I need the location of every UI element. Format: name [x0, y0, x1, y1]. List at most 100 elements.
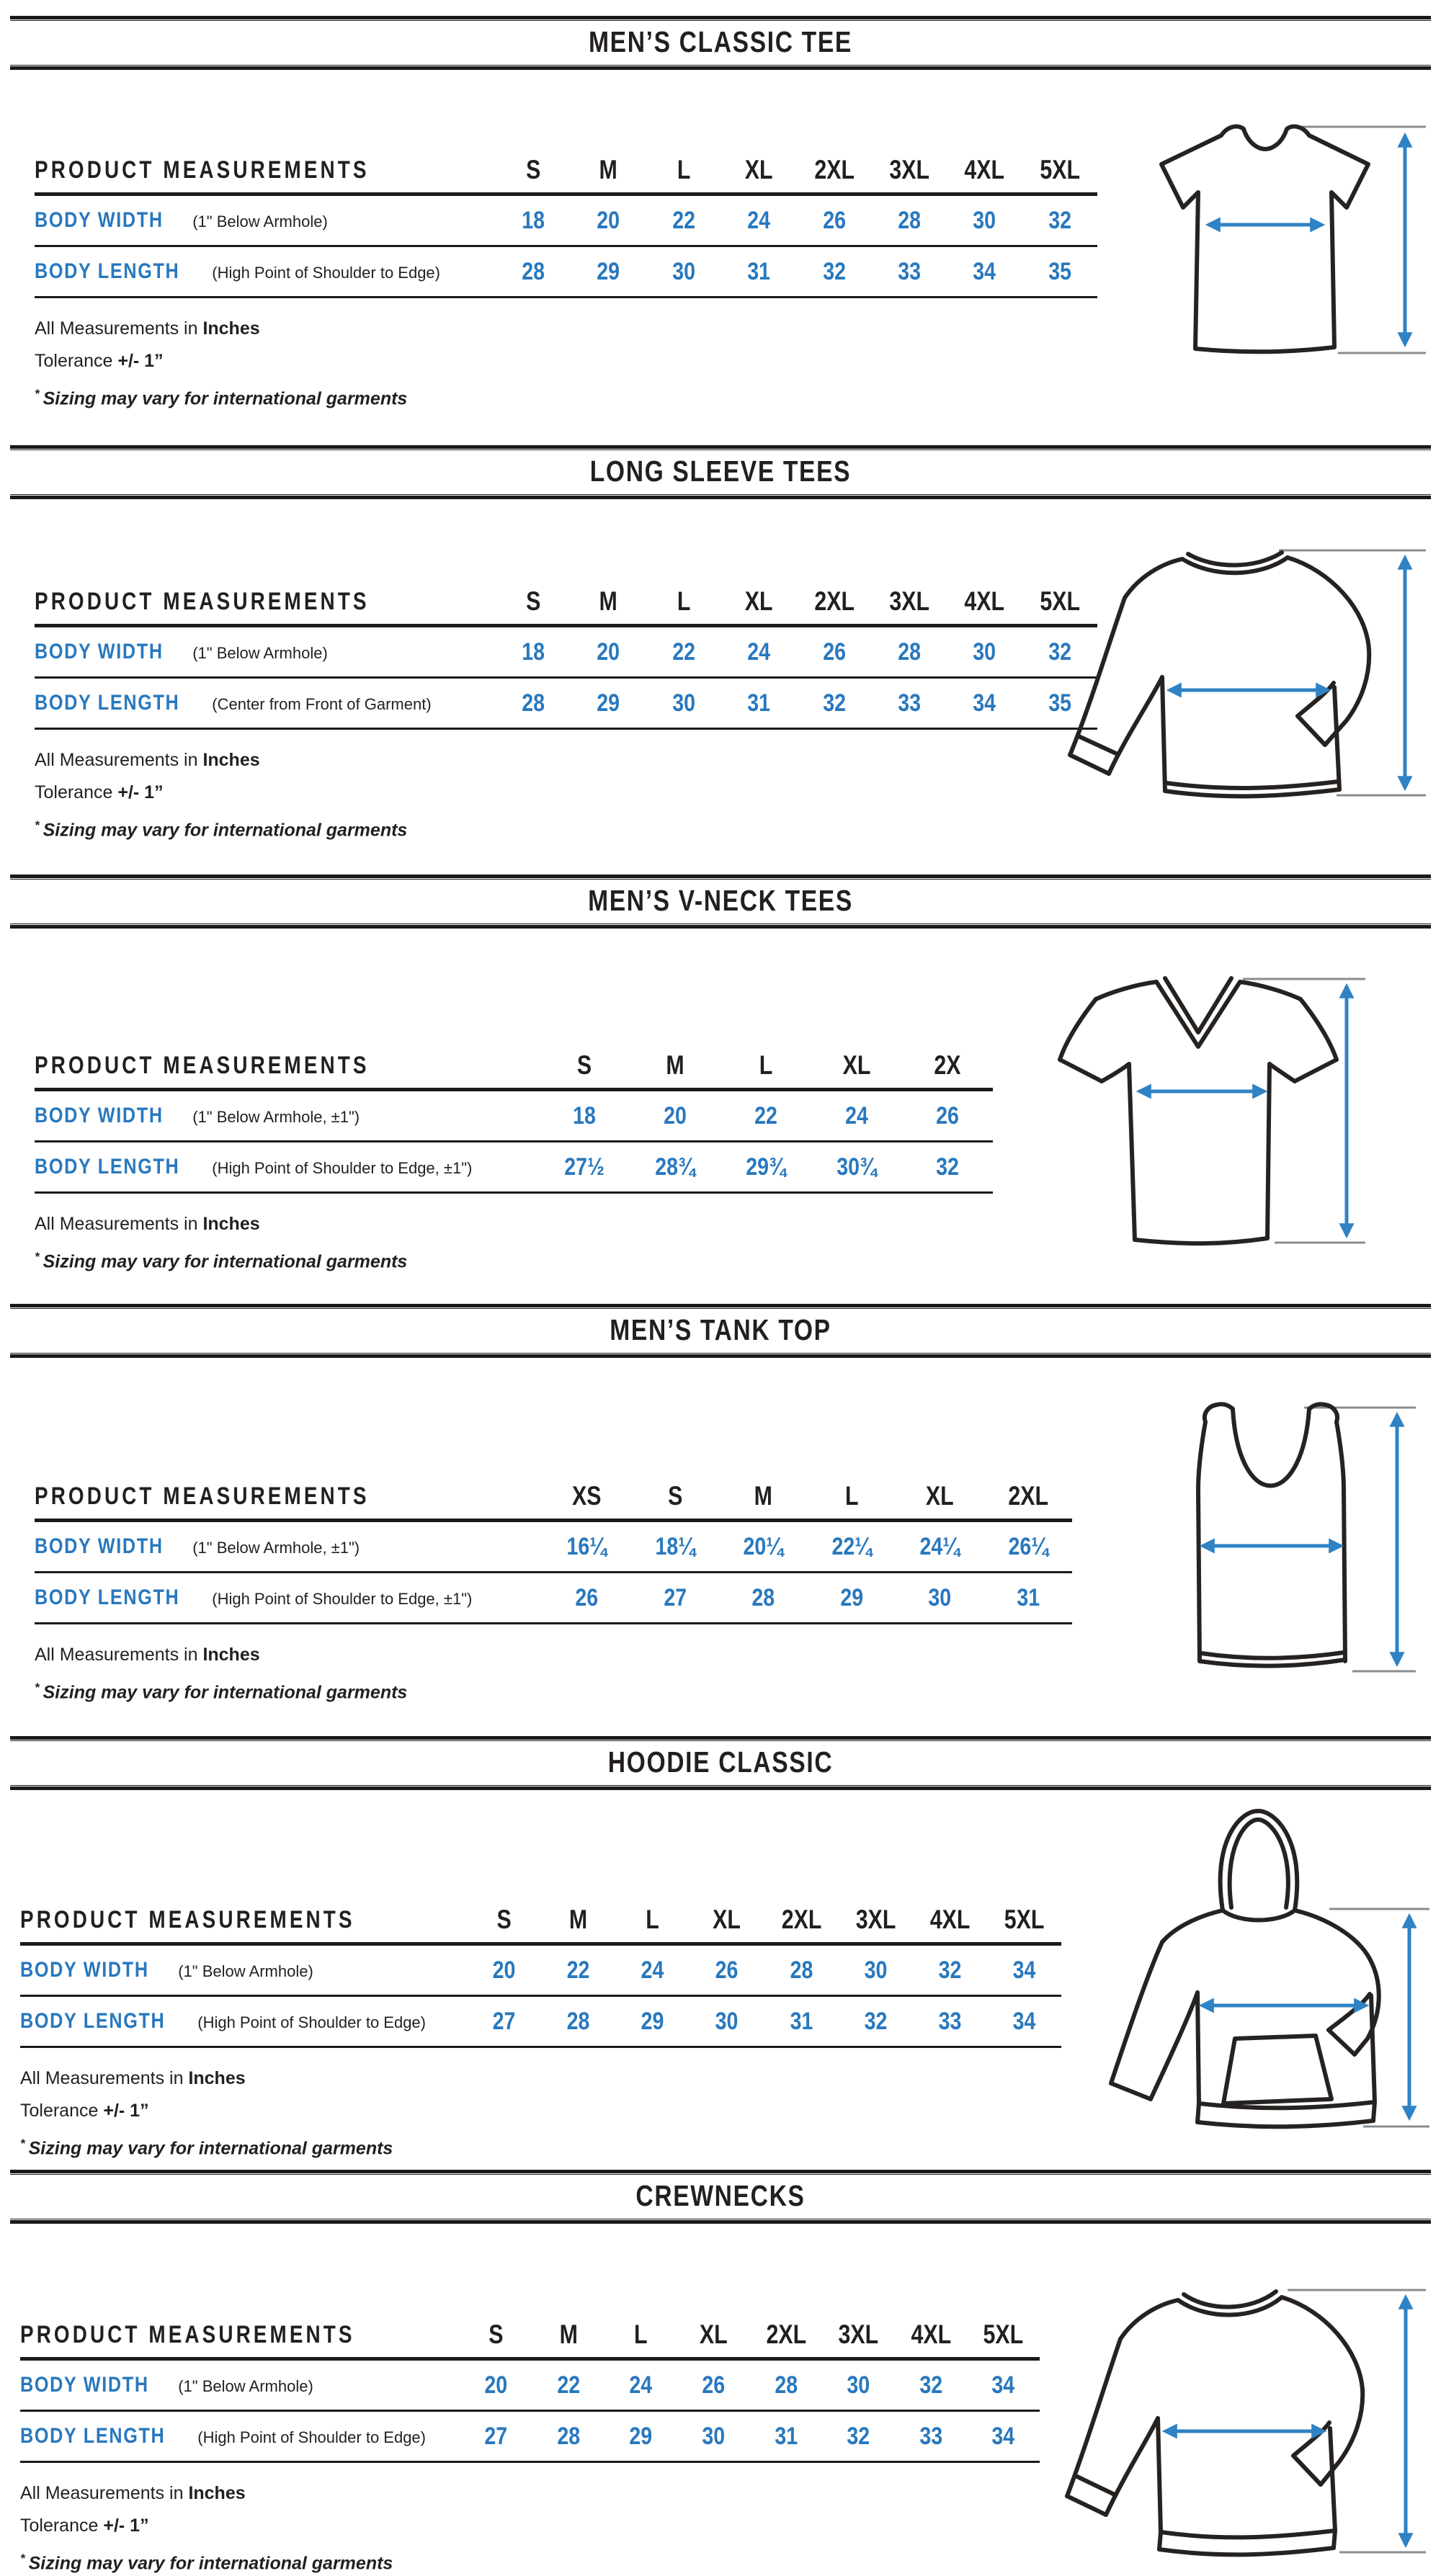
measurement-value: 30: [973, 206, 996, 234]
table-row: BODY WIDTH (1" Below Armhole) 18 20 22 24 26…: [35, 196, 1097, 245]
divider: [10, 16, 1431, 21]
size-column-header: L: [759, 1050, 773, 1080]
measurement-value: 26: [822, 206, 846, 234]
table-header-row: PRODUCT MEASUREMENTS XS S M L XL 2XL: [35, 1474, 1072, 1519]
divider: [35, 1140, 993, 1142]
note-measurements: All Measurements in Inches: [35, 318, 260, 339]
measurement-value: 32: [938, 1956, 962, 1984]
note-sizing: * Sizing may vary for international garme…: [20, 2137, 393, 2159]
size-column-header: 2XL: [813, 155, 855, 184]
measurement-value: 26: [822, 638, 846, 666]
divider: [20, 1942, 1061, 1946]
size-column-header: XL: [744, 586, 773, 616]
measurements-table: PRODUCT MEASUREMENTS S M L XL 2XL 3XL 4XL 5XL B…: [20, 2312, 1040, 2576]
divider: [20, 2461, 1040, 2463]
measurement-value: 28: [522, 257, 545, 285]
size-column-header: M: [666, 1050, 684, 1080]
measurement-value: 28: [751, 1583, 775, 1611]
classic-tee-illustration: [1113, 115, 1430, 375]
measurement-value: 28: [898, 206, 921, 234]
measurement-value: 29: [597, 689, 620, 717]
size-column-header: M: [599, 155, 618, 184]
value-cells: 28 29 30 31 32 33 34 35: [496, 258, 1097, 286]
measurement-value: 27: [492, 2007, 516, 2035]
table-row: BODY WIDTH (1" Below Armhole) 18 20 22 24 26…: [35, 627, 1097, 676]
value-cells: 20 22 24 26 28 30 32 34: [460, 2371, 1040, 2400]
note-sizing: * Sizing may vary for international garme…: [35, 387, 408, 409]
note-tolerance: Tolerance +/- 1”: [35, 782, 164, 802]
measurement-value: 24: [845, 1101, 868, 1130]
row-sublabel: (1" Below Armhole): [178, 1962, 313, 1980]
crewneck-outline: [1065, 2289, 1365, 2557]
value-cells: 18 20 22 24 26 28 30 32: [496, 638, 1097, 666]
divider: [10, 875, 1431, 880]
measurement-value: 26: [702, 2371, 726, 2399]
measurement-value: 35: [1048, 689, 1071, 717]
table-header-row: PRODUCT MEASUREMENTS S M L XL 2XL 3XL 4XL 5XL: [35, 579, 1097, 624]
measurement-value: 28: [790, 1956, 813, 1984]
section-title: MEN’S CLASSIC TEE: [588, 25, 852, 58]
measurement-value: 34: [973, 257, 996, 285]
value-cells: 27½ 28¾ 29¾ 30¾ 32: [539, 1153, 993, 1181]
title-band: HOODIE CLASSIC: [0, 1720, 1441, 1790]
notes: All Measurements in Inches Tolerance +/-…: [20, 2070, 1061, 2157]
size-column-header: XL: [925, 1481, 954, 1511]
row-sublabel: (1" Below Armhole): [178, 2377, 313, 2395]
size-column-header: 2X: [934, 1050, 961, 1080]
row-sublabel: (High Point of Shoulder to Edge, ±1"): [212, 1590, 473, 1608]
measurement-value: 20: [484, 2371, 508, 2399]
measurement-value: 22: [557, 2371, 580, 2399]
measurement-value: 28: [566, 2007, 590, 2035]
note-measurements: All Measurements in Inches: [20, 2068, 246, 2088]
note-tolerance: Tolerance +/- 1”: [35, 351, 164, 371]
measurement-value: 28: [774, 2371, 798, 2399]
measurement-value: 22: [672, 638, 695, 666]
divider: [35, 1519, 1072, 1522]
measurement-value: 28¾: [655, 1153, 695, 1181]
size-column-header: 2XL: [765, 2320, 806, 2349]
divider: [20, 2357, 1040, 2361]
size-column-header: 4XL: [964, 155, 1005, 184]
row-label: BODY WIDTH: [35, 1534, 164, 1558]
measurement-value: 30: [672, 257, 695, 285]
divider: [20, 2046, 1061, 2048]
measurement-value: 24: [629, 2371, 653, 2399]
table-row: BODY WIDTH (1" Below Armhole) 20 22 24 26 28…: [20, 1946, 1061, 1995]
notes: All Measurements in Inches Tolerance +/-…: [20, 2485, 1040, 2572]
section-hoodie-classic: HOODIE CLASSIC PRODUCT MEASUREMENTS S M L X…: [0, 1720, 1441, 2157]
size-header-cells: S M L XL 2XL 3XL 4XL 5XL: [460, 2320, 1040, 2350]
measurement-value: 24¼: [919, 1532, 960, 1560]
title-band: MEN’S V-NECK TEES: [0, 859, 1441, 929]
size-column-header: 4XL: [929, 1905, 971, 1934]
divider: [35, 1191, 993, 1194]
divider: [35, 676, 1097, 679]
measurement-value: 29: [839, 1583, 863, 1611]
row-label: BODY WIDTH: [20, 2373, 149, 2397]
section-title: CREWNECKS: [635, 2179, 806, 2212]
measurement-value: 29: [641, 2007, 664, 2035]
measurement-value: 34: [991, 2371, 1015, 2399]
measurement-value: 32: [1048, 206, 1071, 234]
measurement-value: 34: [991, 2422, 1015, 2450]
row-label: BODY LENGTH: [20, 2009, 166, 2033]
divider: [20, 1995, 1061, 1997]
measurement-value: 28: [557, 2422, 580, 2450]
crewneck-illustration: [1034, 2258, 1430, 2568]
table-row: BODY LENGTH (High Point of Shoulder to E…: [35, 1573, 1072, 1622]
size-column-header: M: [569, 1905, 588, 1934]
size-header-cells: S M L XL 2XL 3XL 4XL 5XL: [496, 155, 1097, 185]
table-row: BODY LENGTH (High Point of Shoulder to E…: [20, 2412, 1040, 2461]
measurement-value: 30: [973, 638, 996, 666]
measurement-value: 30: [928, 1583, 952, 1611]
divider: [10, 1353, 1431, 1358]
measurement-value: 33: [938, 2007, 962, 2035]
measurement-value: 31: [1016, 1583, 1040, 1611]
note-tolerance: Tolerance +/- 1”: [20, 2515, 149, 2536]
size-column-header: 3XL: [855, 1905, 896, 1934]
measurement-value: 34: [973, 689, 996, 717]
value-cells: 27 28 29 30 31 32 33 34: [467, 2008, 1061, 2036]
note-measurements: All Measurements in Inches: [35, 1645, 260, 1665]
size-column-header: L: [634, 2320, 648, 2349]
table-header-row: PRODUCT MEASUREMENTS S M L XL 2X: [35, 1043, 993, 1088]
